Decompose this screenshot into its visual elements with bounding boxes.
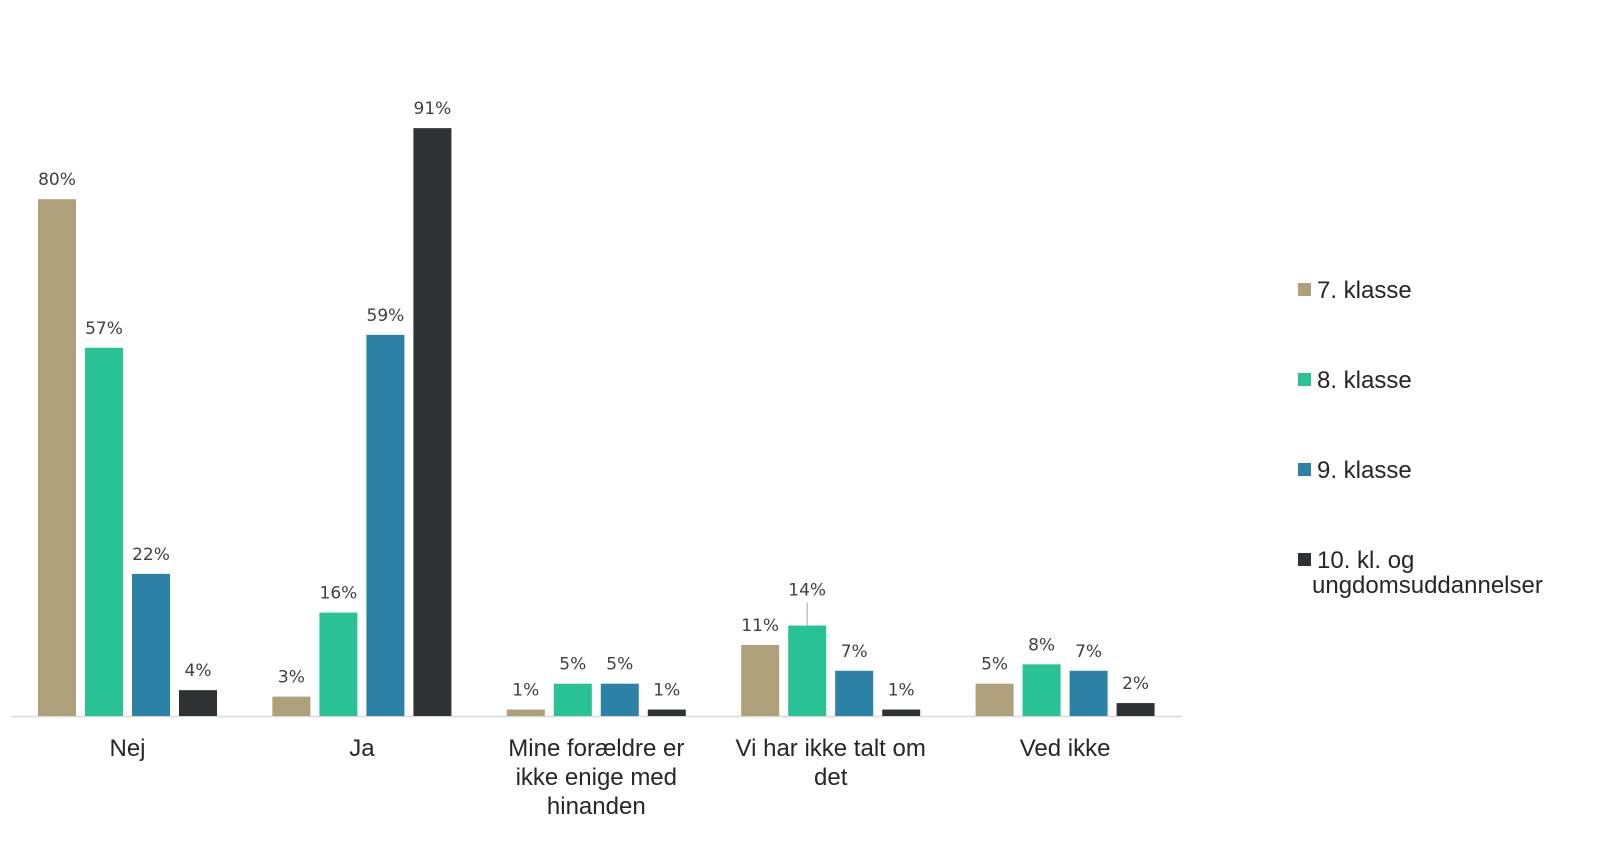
legend-label: 7. klasse [1317,277,1412,304]
bar-1-2 [85,347,123,716]
category-label: Vi har ikke talt om [736,735,926,762]
data-label: 7% [841,642,868,662]
bar-5-1 [975,683,1014,716]
data-labels-group: 80% 57% 22% 4% 3% 16% 59% 91% 1% 5% 5% 1% 11% 14% 7% 1%… [38,99,1149,700]
bar-3-3 [600,683,639,716]
bar-5-2 [1022,664,1061,716]
bar-1-4 [179,690,217,716]
legend-swatch-1 [1298,283,1311,296]
legend-label: 10. kl. og [1317,547,1414,574]
data-label: 16% [320,584,358,604]
bar-1-3 [132,573,170,716]
data-label: 1% [653,681,680,701]
data-label: 7% [1075,642,1102,662]
data-label: 1% [888,681,915,701]
data-label: 57% [85,319,123,339]
legend-label: 8. klasse [1317,367,1412,394]
bar-4-2 [788,625,827,716]
bar-2-1 [272,696,311,716]
category-label: Ja [349,735,375,762]
category-label: hinanden [547,793,646,820]
data-label: 91% [414,99,452,119]
data-label: 14% [788,581,826,601]
category-label: Mine forældre er [508,735,684,762]
bar-2-4 [413,128,452,716]
bar-4-1 [741,644,780,716]
bars-group [38,128,1155,716]
legend: 7. klasse 8. klasse 9. klasse 10. kl. ogung… [1298,277,1543,599]
bar-2-2 [319,612,358,716]
legend-swatch-4 [1298,553,1311,566]
bar-3-4 [647,709,686,716]
bar-5-4 [1116,703,1155,716]
category-label: Nej [109,735,145,762]
category-label: ikke enige med [516,764,677,791]
bar-5-3 [1069,670,1108,716]
legend-swatch-3 [1298,463,1311,476]
category-label: Ved ikke [1020,735,1111,762]
data-label: 59% [367,306,405,326]
legend-swatch-2 [1298,373,1311,386]
data-label: 11% [741,616,779,636]
data-label: 1% [512,681,539,701]
data-label: 3% [278,668,305,688]
bar-4-3 [835,670,874,716]
data-label: 2% [1122,674,1149,694]
data-label: 5% [606,655,633,675]
legend-label: 9. klasse [1317,457,1412,484]
data-label: 80% [38,170,76,190]
bar-3-2 [553,683,592,716]
bar-2-3 [366,334,405,716]
data-label: 5% [981,655,1008,675]
bar-3-1 [506,709,545,716]
bar-4-4 [882,709,921,716]
data-label: 5% [559,655,586,675]
data-label: 4% [185,661,212,681]
data-label: 8% [1028,635,1055,655]
data-label: 22% [132,545,170,565]
category-label: det [814,764,848,791]
bar-1-1 [38,199,76,716]
legend-label: ungdomsuddannelser [1312,572,1543,599]
